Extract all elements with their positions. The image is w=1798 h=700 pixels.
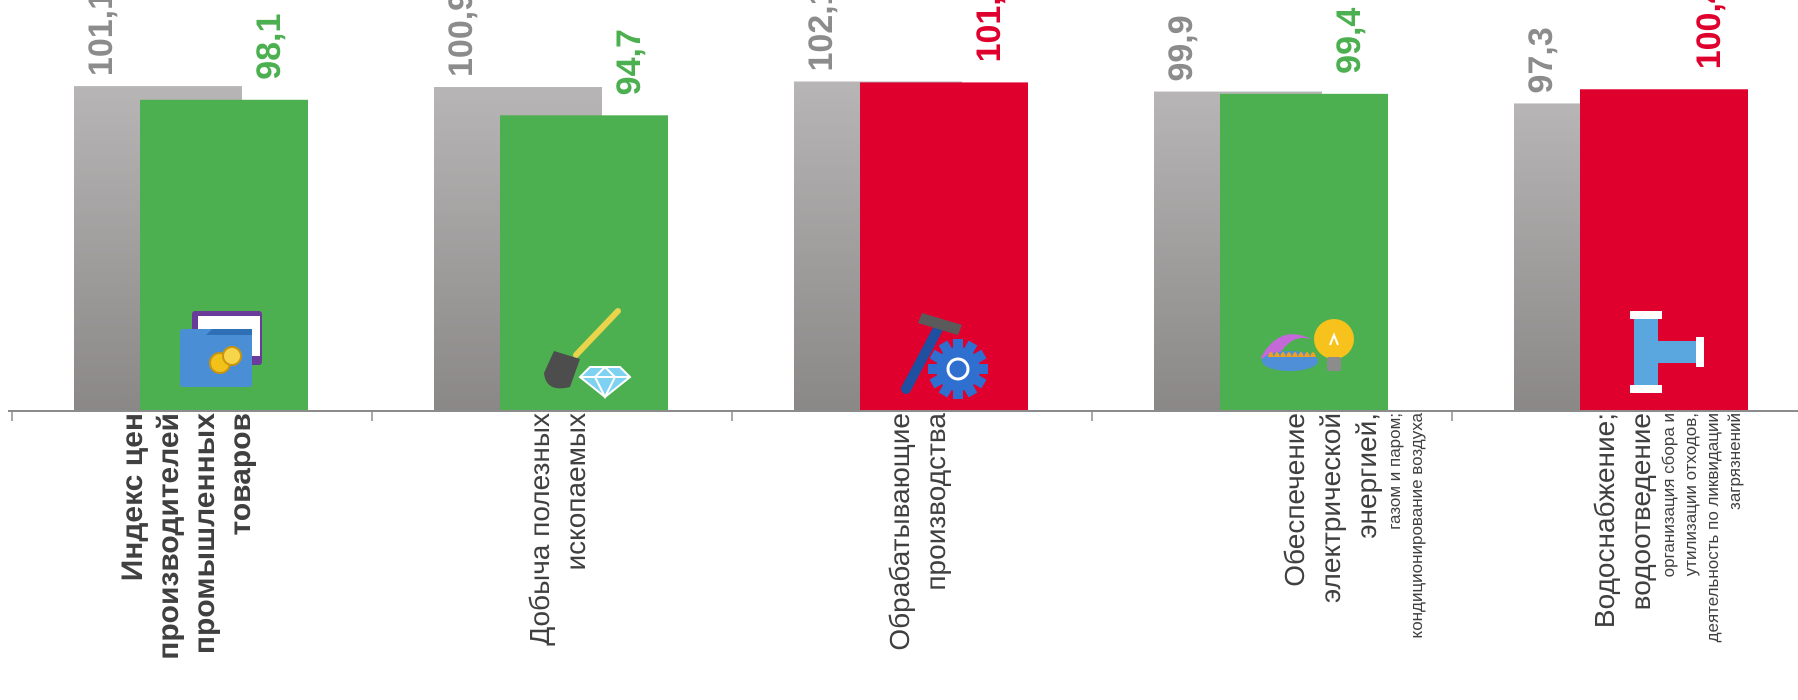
shovel-diamond-icon [544, 308, 632, 400]
category-label-industrial: Индекс цен производителей промышленных това… [116, 413, 257, 660]
hammer-gear-icon [901, 313, 988, 399]
category-label-small-line: загрязнений [1725, 413, 1744, 510]
category-label-energy: Обеспечение электрической энергией, газом и… [1279, 412, 1426, 638]
category-label-line: производителей [152, 413, 185, 660]
value-label-current-manufacturing: 101,9 [970, 0, 1008, 62]
value-labels-layer: 101,1 98,1 100,9 94,7 102,1 101,9 99,9 99,4 97,3… [82, 0, 1728, 95]
category-label-line: энергией, [1351, 413, 1382, 539]
folders-coins-icon [180, 311, 262, 387]
water-pipe-icon [1630, 311, 1704, 393]
category-label-line: товаров [224, 413, 257, 535]
category-label-line: Индекс цен [116, 413, 149, 581]
category-label-line: электрической [1315, 413, 1346, 603]
x-axis [8, 410, 1798, 421]
category-label-line: Водоснабжение; [1589, 413, 1620, 628]
category-labels-layer: Индекс цен производителей промышленных това… [116, 412, 1744, 659]
value-label-prev-mining: 100,9 [442, 0, 480, 77]
value-label-current-water: 100,4 [1690, 0, 1728, 69]
bar-current-mining [500, 115, 668, 412]
value-label-prev-water: 97,3 [1522, 27, 1560, 93]
category-label-small-line: организация сбора и [1659, 413, 1678, 577]
category-label-water: Водоснабжение; водоотведение организация с… [1589, 413, 1744, 642]
gas-burner-lightbulb-icon [1260, 319, 1354, 371]
value-label-current-energy: 99,4 [1330, 8, 1368, 74]
bars-layer [74, 81, 1748, 412]
category-label-line: Добыча полезных [524, 413, 555, 646]
value-label-prev-energy: 99,9 [1162, 15, 1200, 81]
value-label-current-mining: 94,7 [610, 29, 648, 95]
icons-layer [180, 308, 1704, 400]
category-label-small-line: утилизации отходов, [1681, 413, 1700, 576]
category-label-line: Обрабатывающие [884, 413, 915, 651]
category-label-line: водоотведение [1625, 413, 1656, 610]
category-label-line: промышленных [188, 413, 221, 654]
category-label-small-line: кондиционирование воздуха [1407, 412, 1426, 638]
category-label-line: Обеспечение [1279, 413, 1310, 587]
value-label-prev-industrial: 101,1 [82, 0, 120, 76]
category-label-manufacturing: Обрабатывающие производства [884, 413, 951, 651]
category-label-line: ископаемых [560, 413, 591, 570]
category-label-small-line: газом и паром; [1385, 413, 1404, 530]
category-label-mining: Добыча полезных ископаемых [524, 413, 591, 646]
category-label-line: производства [920, 413, 951, 591]
value-label-current-industrial: 98,1 [250, 14, 288, 80]
category-label-small-line: деятельность по ликвидации [1703, 413, 1722, 642]
value-label-prev-manufacturing: 102,1 [802, 0, 840, 72]
